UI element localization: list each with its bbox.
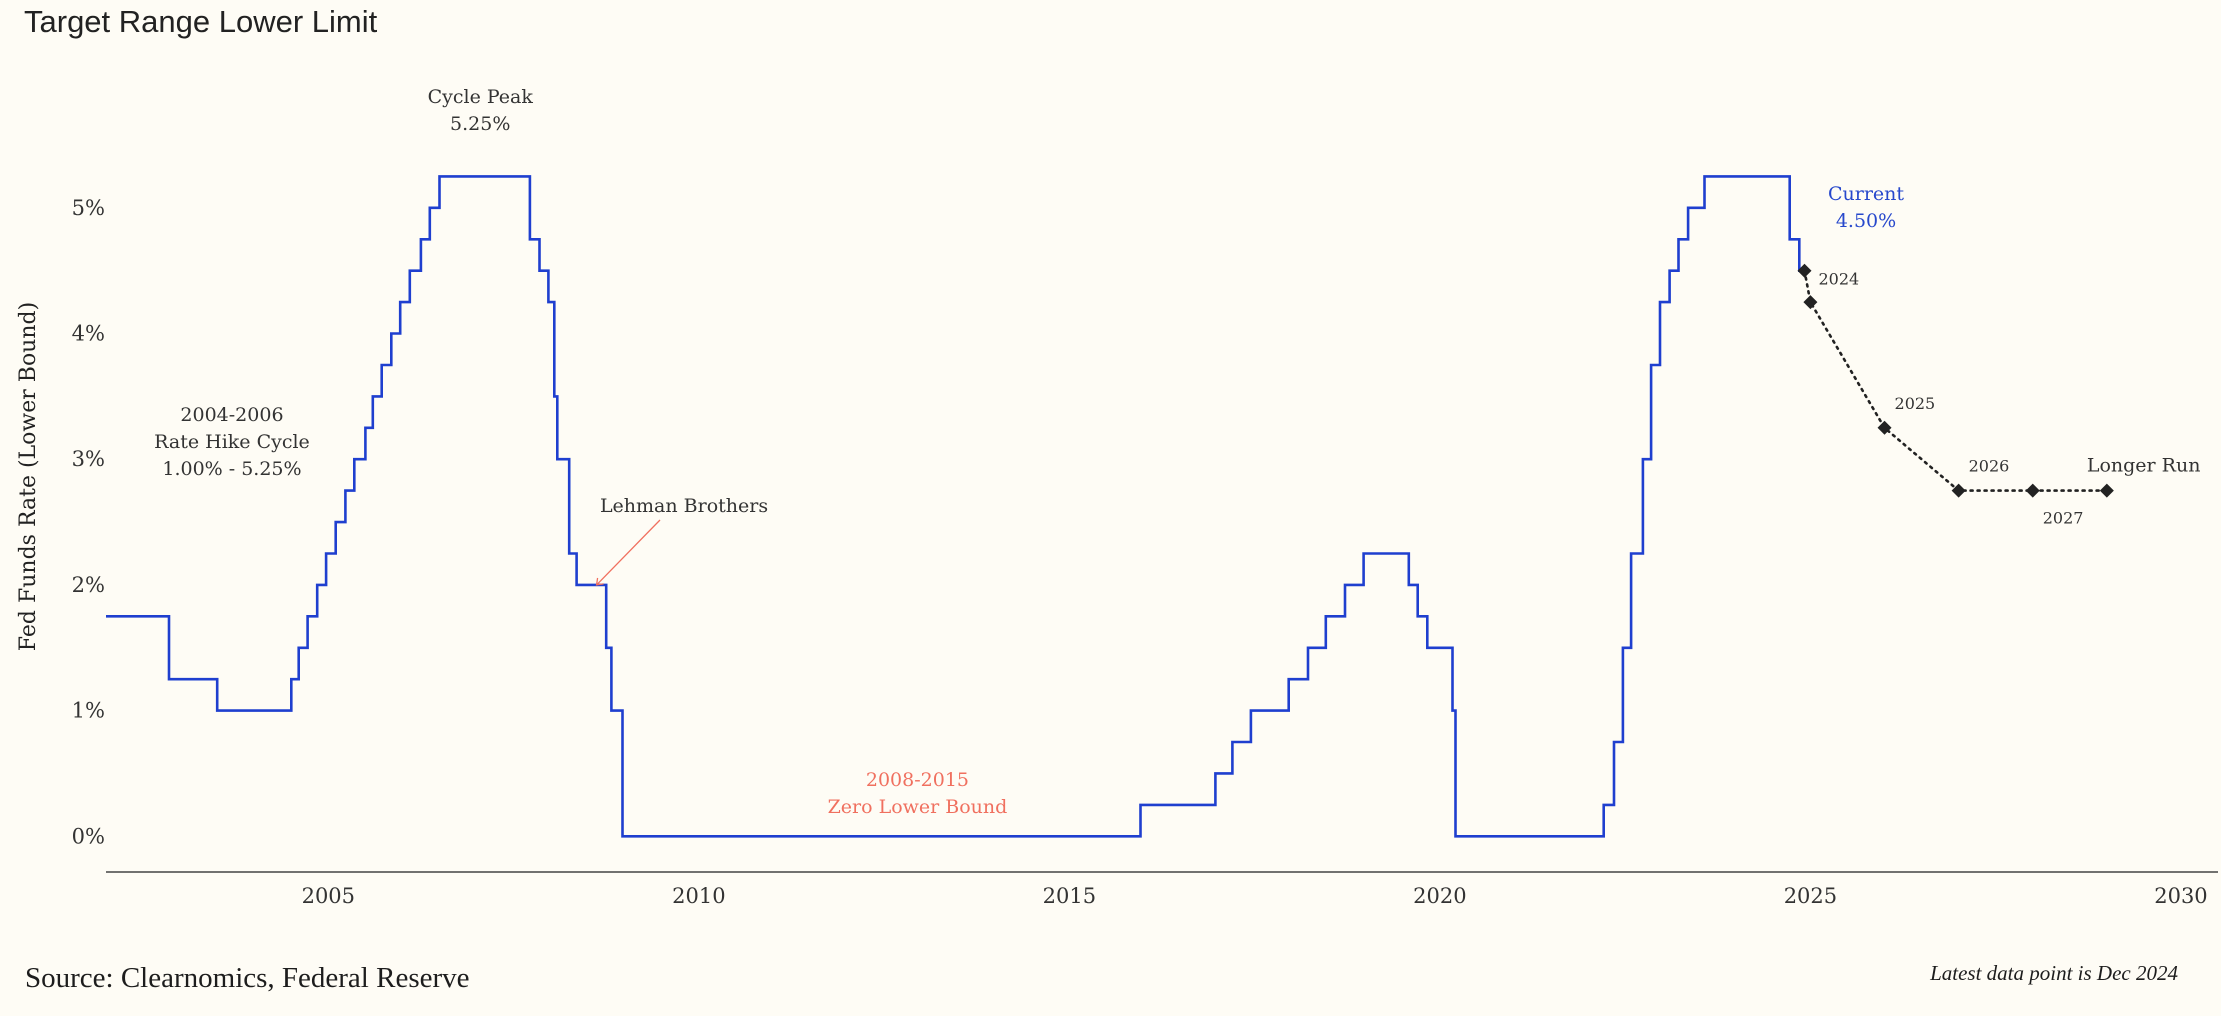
annotation-cycle-peak-line: Cycle Peak bbox=[428, 86, 534, 108]
axis-layer: 2005 2010 2015 2020 2025 2030 0% 1% 2% 3% 4% 5% Fed … bbox=[16, 196, 2218, 908]
x-tick-label: 2020 bbox=[1413, 884, 1466, 908]
annotation-cycle-peak-line: 5.25% bbox=[450, 113, 510, 135]
projection-label: 2025 bbox=[1895, 394, 1936, 413]
projection-label: 2027 bbox=[2043, 509, 2084, 528]
annotation-hike-cycle-line: 2004-2006 bbox=[180, 404, 283, 426]
projection-label: 2026 bbox=[1969, 457, 2010, 476]
projection-marker bbox=[2099, 483, 2114, 498]
latest-data-note: Latest data point is Dec 2024 bbox=[1930, 961, 2178, 985]
projection-marker bbox=[2025, 483, 2040, 498]
annotation-hike-cycle-line: 1.00% - 5.25% bbox=[162, 458, 301, 480]
fed-funds-step-line bbox=[106, 175, 1809, 838]
annotation-layer: Cycle Peak 5.25% 2004-2006 Rate Hike Cycle 1… bbox=[154, 86, 1904, 818]
x-tick-label: 2030 bbox=[2154, 884, 2207, 908]
y-axis-title: Fed Funds Rate (Lower Bound) bbox=[16, 302, 41, 651]
projection-marker bbox=[1803, 295, 1818, 310]
annotation-lehman-line: Lehman Brothers bbox=[600, 495, 768, 517]
annotation-zlb-line: 2008-2015 bbox=[866, 769, 969, 791]
projection-marker bbox=[1797, 263, 1812, 278]
x-tick-label: 2015 bbox=[1043, 884, 1096, 908]
chart-title: Target Range Lower Limit bbox=[24, 4, 378, 39]
y-tick-label: 4% bbox=[72, 322, 105, 346]
lehman-arrow-head bbox=[595, 577, 604, 586]
y-tick-label: 2% bbox=[72, 573, 105, 597]
source-note: Source: Clearnomics, Federal Reserve bbox=[25, 962, 470, 994]
y-tick-label: 3% bbox=[72, 447, 105, 471]
annotation-hike-cycle-line: Rate Hike Cycle bbox=[154, 431, 310, 453]
annotation-zlb-line: Zero Lower Bound bbox=[828, 796, 1008, 818]
x-tick-label: 2025 bbox=[1784, 884, 1837, 908]
projection-marker bbox=[1951, 483, 1966, 498]
projection-marker bbox=[1877, 420, 1892, 435]
x-tick-label: 2010 bbox=[672, 884, 725, 908]
lehman-arrow bbox=[596, 519, 661, 586]
annotation-current-line: 4.50% bbox=[1836, 210, 1896, 232]
projection-dotted-line bbox=[1803, 269, 2109, 492]
projection-label: 2024 bbox=[1818, 270, 1859, 289]
series-layer: 2024 2025 2026 2027 Longer Run bbox=[106, 175, 2201, 838]
annotation-current-line: Current bbox=[1828, 183, 1904, 205]
y-tick-label: 0% bbox=[72, 824, 105, 848]
y-tick-label: 1% bbox=[72, 699, 105, 723]
y-tick-label: 5% bbox=[72, 196, 105, 220]
projection-label: Longer Run bbox=[2087, 455, 2201, 477]
x-tick-label: 2005 bbox=[302, 884, 355, 908]
